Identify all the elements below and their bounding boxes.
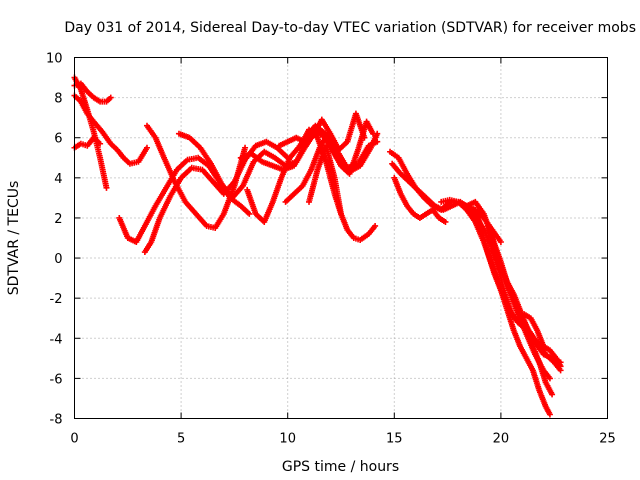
y-tick-label: -4 [50, 332, 63, 347]
data-point [497, 239, 504, 246]
tick-labels: 0 5 10 15 20 25 -8 -6 -4 -2 0 2 4 6 8 10 [46, 52, 616, 447]
y-tick-label: 10 [46, 52, 63, 67]
data-point [97, 140, 104, 147]
data-point [369, 130, 376, 137]
data-marks [71, 74, 564, 418]
series-arc-3 [71, 74, 110, 191]
y-tick-label: 0 [54, 252, 62, 267]
series-arc-16 [391, 174, 449, 225]
data-point [103, 184, 110, 191]
series-arc-4 [71, 134, 104, 151]
series-arc-22 [485, 222, 556, 398]
y-tick-label: -8 [50, 413, 63, 428]
x-axis-label: GPS time / hours [282, 459, 399, 475]
series-arc-5 [116, 154, 253, 246]
y-tick-label: 6 [54, 132, 62, 147]
data-point [442, 218, 449, 225]
data-point [549, 391, 556, 398]
y-tick-label: 4 [54, 172, 62, 187]
series-arc-11 [276, 110, 368, 153]
y-tick-label: -2 [50, 292, 63, 307]
data-point [143, 144, 150, 151]
data-point [333, 154, 340, 161]
data-point [546, 411, 553, 418]
x-tick-label: 20 [493, 432, 510, 447]
series-arc-7 [141, 138, 291, 256]
data-point [372, 222, 379, 229]
y-tick-label: -6 [50, 372, 63, 387]
y-axis-label: SDTVAR / TECUs [6, 181, 22, 296]
x-tick-label: 15 [386, 432, 403, 447]
data-point [107, 94, 114, 101]
x-tick-label: 10 [279, 432, 296, 447]
series-arc-17 [389, 160, 564, 374]
data-point [361, 134, 368, 141]
series-arc-6 [143, 122, 249, 231]
y-tick-label: 2 [54, 212, 62, 227]
x-tick-label: 0 [70, 432, 78, 447]
series-arc-13 [306, 142, 344, 217]
data-point [242, 144, 249, 151]
data-point [246, 210, 253, 217]
plot-frame [74, 57, 608, 419]
x-tick-label: 25 [599, 432, 616, 447]
series-arc-21 [489, 247, 564, 370]
data-point [557, 363, 564, 370]
data-point [338, 210, 344, 217]
series-arc-14 [282, 130, 340, 205]
y-tick-label: 8 [54, 92, 62, 107]
x-tick-label: 5 [177, 432, 185, 447]
data-point [546, 375, 553, 382]
data-point [374, 138, 381, 145]
chart-title: Day 031 of 2014, Sidereal Day-to-day VTE… [64, 20, 636, 36]
